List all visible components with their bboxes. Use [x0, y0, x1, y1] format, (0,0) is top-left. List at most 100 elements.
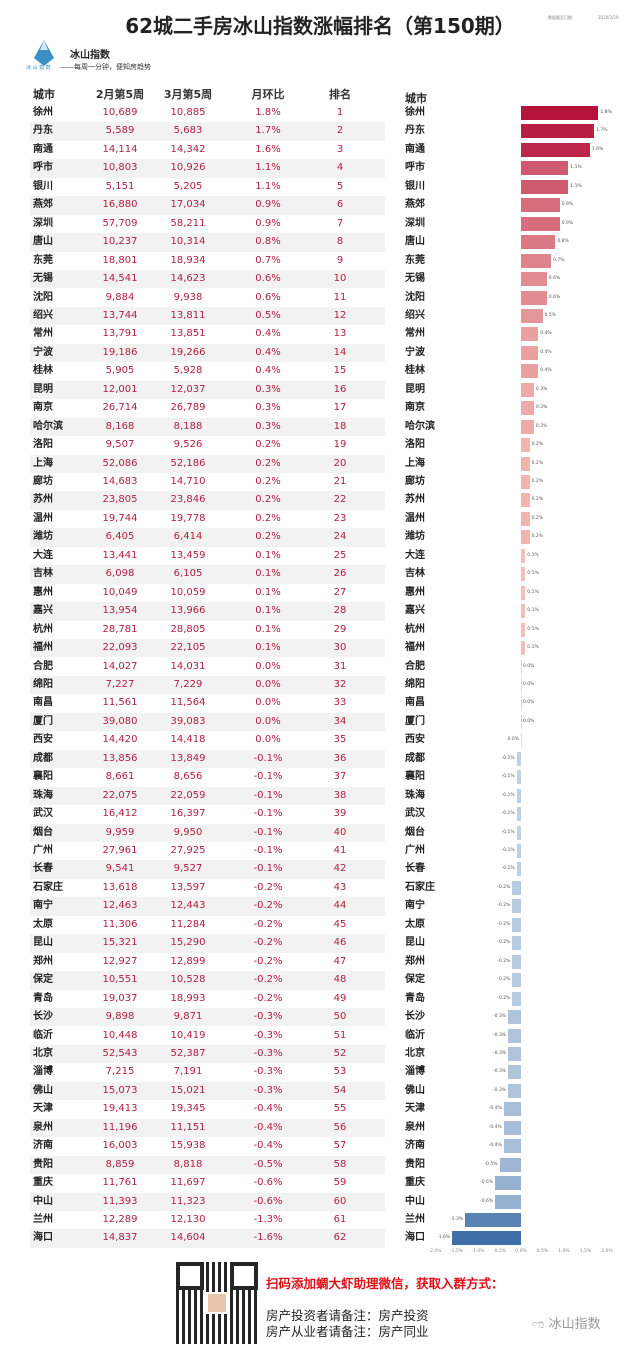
data-label: 0.9% [561, 202, 574, 208]
cell-mar: 39,083 [170, 715, 206, 727]
bar [521, 567, 526, 582]
data-label: 0.3% [535, 423, 548, 429]
cell-feb: 57,709 [102, 217, 138, 229]
chart-category-label: 天津 [405, 1103, 425, 1115]
cell-rank: 42 [333, 863, 347, 875]
bar [503, 1139, 521, 1154]
cell-city: 温州 [33, 512, 53, 524]
cell-feb: 10,049 [102, 586, 138, 598]
cell-feb: 7,215 [105, 1066, 135, 1078]
cell-feb: 14,027 [102, 660, 138, 672]
cell-rank: 31 [333, 660, 347, 672]
table-row: 广州 27,961 27,925 -0.1% 41 [30, 842, 385, 860]
data-label: 0.1% [527, 571, 539, 577]
bar [521, 401, 534, 416]
chart-category-label: 杭州 [405, 623, 425, 635]
cell-feb: 15,073 [102, 1084, 138, 1096]
chart-category-label: 惠州 [405, 586, 425, 598]
data-label: -0.1% [501, 811, 515, 817]
cell-feb: 10,803 [102, 162, 138, 174]
bar [512, 973, 521, 988]
cell-mom: -0.2% [253, 955, 283, 967]
data-label: 0.6% [548, 276, 561, 282]
data-label: -0.4% [488, 1143, 502, 1149]
table-row: 兰州 12,289 12,130 -1.3% 61 [30, 1211, 385, 1229]
cell-rank: 13 [333, 328, 347, 340]
cell-feb: 19,413 [102, 1103, 138, 1115]
cell-feb: 14,837 [102, 1232, 138, 1244]
data-label: 0.0% [523, 663, 535, 669]
cell-mom: 0.2% [255, 494, 281, 506]
cell-mom: -0.2% [253, 918, 283, 930]
cell-feb: 28,781 [102, 623, 138, 635]
table-row: 烟台 9,959 9,950 -0.1% 40 [30, 823, 385, 842]
chart-category-label: 济南 [405, 1140, 425, 1152]
cell-mom: -0.3% [253, 1047, 283, 1059]
data-label: 0.5% [544, 312, 556, 318]
cell-feb: 16,880 [102, 199, 138, 211]
chart-category-label: 厦门 [405, 715, 425, 727]
cell-rank: 28 [333, 605, 347, 617]
cell-rank: 35 [333, 734, 347, 746]
cell-mom: 0.3% [255, 420, 281, 432]
bar [512, 954, 521, 969]
data-label: 0.9% [561, 220, 574, 226]
bar [508, 1010, 521, 1025]
bar [521, 659, 522, 674]
cell-mar: 52,186 [170, 457, 206, 469]
chart-category-label: 东莞 [405, 254, 425, 266]
table-row: 深圳 57,709 58,211 0.9% 7 [30, 215, 385, 233]
chart-category-label: 南通 [405, 143, 425, 155]
table-row: 唐山 10,237 10,314 0.8% 8 [30, 233, 385, 252]
cell-mom: 0.2% [255, 512, 281, 524]
cell-feb: 5,151 [105, 180, 135, 192]
cell-rank: 8 [336, 236, 344, 248]
bar [465, 1213, 521, 1227]
chart-category-label: 南宁 [405, 900, 425, 912]
cell-feb: 11,561 [102, 697, 138, 709]
cell-rank: 18 [333, 420, 347, 432]
cell-city: 南宁 [33, 900, 53, 912]
cell-mom: -0.4% [253, 1140, 283, 1152]
cell-city: 襄阳 [33, 771, 53, 783]
chart-category-label: 襄阳 [405, 771, 425, 783]
table-row: 成都 13,856 13,849 -0.1% 36 [30, 749, 385, 769]
cell-mar: 5,205 [173, 180, 203, 192]
cell-rank: 10 [333, 273, 347, 285]
cell-mom: 0.2% [255, 476, 281, 487]
data-label: -0.2% [497, 884, 511, 890]
x-tick-label: 1.5% [579, 1249, 592, 1254]
cell-city: 杭州 [33, 623, 53, 635]
table-row: 西安 14,420 14,418 0.0% 35 [30, 731, 385, 749]
bar [508, 1028, 521, 1043]
cell-city: 中山 [33, 1195, 53, 1207]
cell-feb: 27,961 [102, 845, 138, 856]
cell-city: 南京 [33, 402, 53, 414]
cell-city: 西安 [33, 734, 53, 746]
cell-feb: 14,114 [102, 143, 138, 155]
data-label: 0.0% [523, 681, 535, 687]
cell-mar: 9,938 [173, 291, 203, 303]
chart-category-label: 苏州 [405, 494, 425, 506]
cell-rank: 46 [333, 937, 347, 949]
cell-city: 大连 [33, 549, 53, 561]
cell-mom: -0.3% [253, 1029, 283, 1041]
cell-city: 贵阳 [33, 1158, 53, 1170]
cell-mar: 8,818 [173, 1158, 203, 1170]
bar [512, 917, 521, 932]
cell-city: 厦门 [33, 715, 53, 727]
table-row: 天津 19,413 19,345 -0.4% 55 [30, 1100, 385, 1118]
table-row: 福州 22,093 22,105 0.1% 30 [30, 639, 385, 658]
table-header: 城市 2月第5周 3月第5周 月环比 排名 [30, 86, 385, 104]
data-label: 1.1% [570, 183, 582, 189]
cell-mar: 19,345 [170, 1103, 206, 1115]
chart-category-label: 深圳 [405, 217, 425, 229]
cell-mar: 7,191 [173, 1066, 203, 1078]
cell-city: 沈阳 [33, 291, 53, 303]
data-label: -0.1% [501, 792, 515, 798]
bar [521, 641, 526, 656]
cell-mom: -0.2% [253, 992, 283, 1004]
table-row: 温州 19,744 19,778 0.2% 23 [30, 510, 385, 528]
bar [521, 493, 530, 508]
chart-category-label: 海口 [405, 1232, 425, 1244]
